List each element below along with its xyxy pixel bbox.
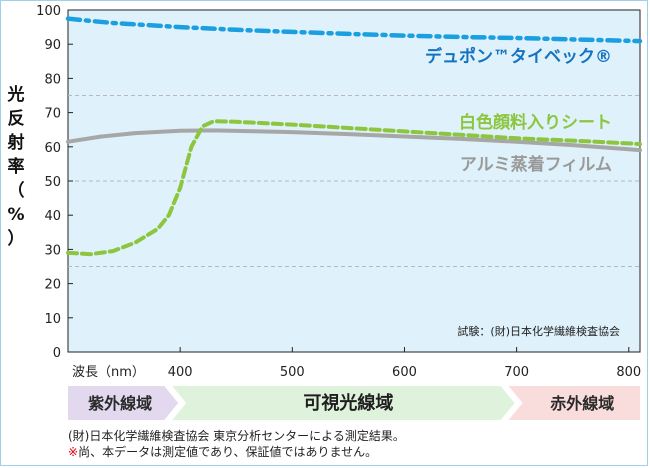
- footer-line-2-text: 尚、本データは測定値であり、保証値ではありません。: [78, 445, 378, 459]
- y-tick-label-5: 50: [44, 175, 61, 190]
- x-tick-label-4: 800: [616, 365, 641, 380]
- series-line-1: [66, 119, 642, 257]
- band-shape-0: [68, 386, 179, 420]
- y-tick-label-3: 30: [44, 243, 61, 258]
- footer-notes: (財)日本化学繊維検査協会 東京分析センターによる測定結果。 ※尚、本データは測…: [68, 428, 405, 460]
- footer-line-1: (財)日本化学繊維検査協会 東京分析センターによる測定結果。: [68, 429, 405, 443]
- series-label-white-pigment: 白色顔料入りシート: [459, 112, 612, 133]
- x-tick-label-1: 500: [280, 365, 305, 380]
- y-tick-label-2: 20: [44, 278, 61, 293]
- test-annotation: 試験：(財)日本化学繊維検査協会: [457, 324, 620, 338]
- x-tick-label-0: 400: [168, 365, 193, 380]
- grid-lines: [68, 95, 640, 267]
- series-label-tyvek: デュポン™タイベック®: [425, 46, 612, 67]
- series-group: [65, 16, 643, 257]
- series-line-2: [66, 128, 642, 153]
- x-axis-label: 波長（nm）: [72, 365, 145, 380]
- warning-mark: ※: [68, 445, 79, 459]
- y-tick-label-10: 100: [36, 4, 61, 19]
- y-axis-label: 光反射率（%）: [7, 84, 25, 249]
- y-tick-label-9: 90: [44, 38, 61, 53]
- series-label-aluminum: アルミ蒸着フィルム: [460, 154, 612, 175]
- y-tick-label-7: 70: [44, 107, 61, 122]
- band-label-1: 可視光線域: [303, 392, 393, 414]
- band-label-0: 紫外線域: [88, 394, 152, 413]
- y-tick-label-1: 10: [44, 312, 61, 327]
- y-tick-label-6: 60: [44, 141, 61, 156]
- x-tick-label-2: 600: [392, 365, 417, 380]
- y-axis-ticks: 0 10 20 30 40 50 60 70 80 90 100: [36, 4, 73, 361]
- spectral-bands: 紫外線域 可視光線域 赤外線域: [68, 386, 640, 420]
- y-tick-label-8: 80: [44, 72, 61, 87]
- y-tick-label-4: 40: [44, 209, 61, 224]
- x-tick-label-3: 700: [504, 365, 529, 380]
- band-shape-2: [508, 386, 640, 420]
- band-shape-1: [172, 386, 515, 420]
- y-tick-label-0: 0: [53, 346, 61, 361]
- series-line-0: [65, 16, 643, 44]
- footer-line-2: ※尚、本データは測定値であり、保証値ではありません。: [68, 444, 405, 460]
- x-axis-ticks: 400 500 600 700 800: [168, 347, 641, 380]
- band-label-2: 赤外線域: [550, 394, 614, 413]
